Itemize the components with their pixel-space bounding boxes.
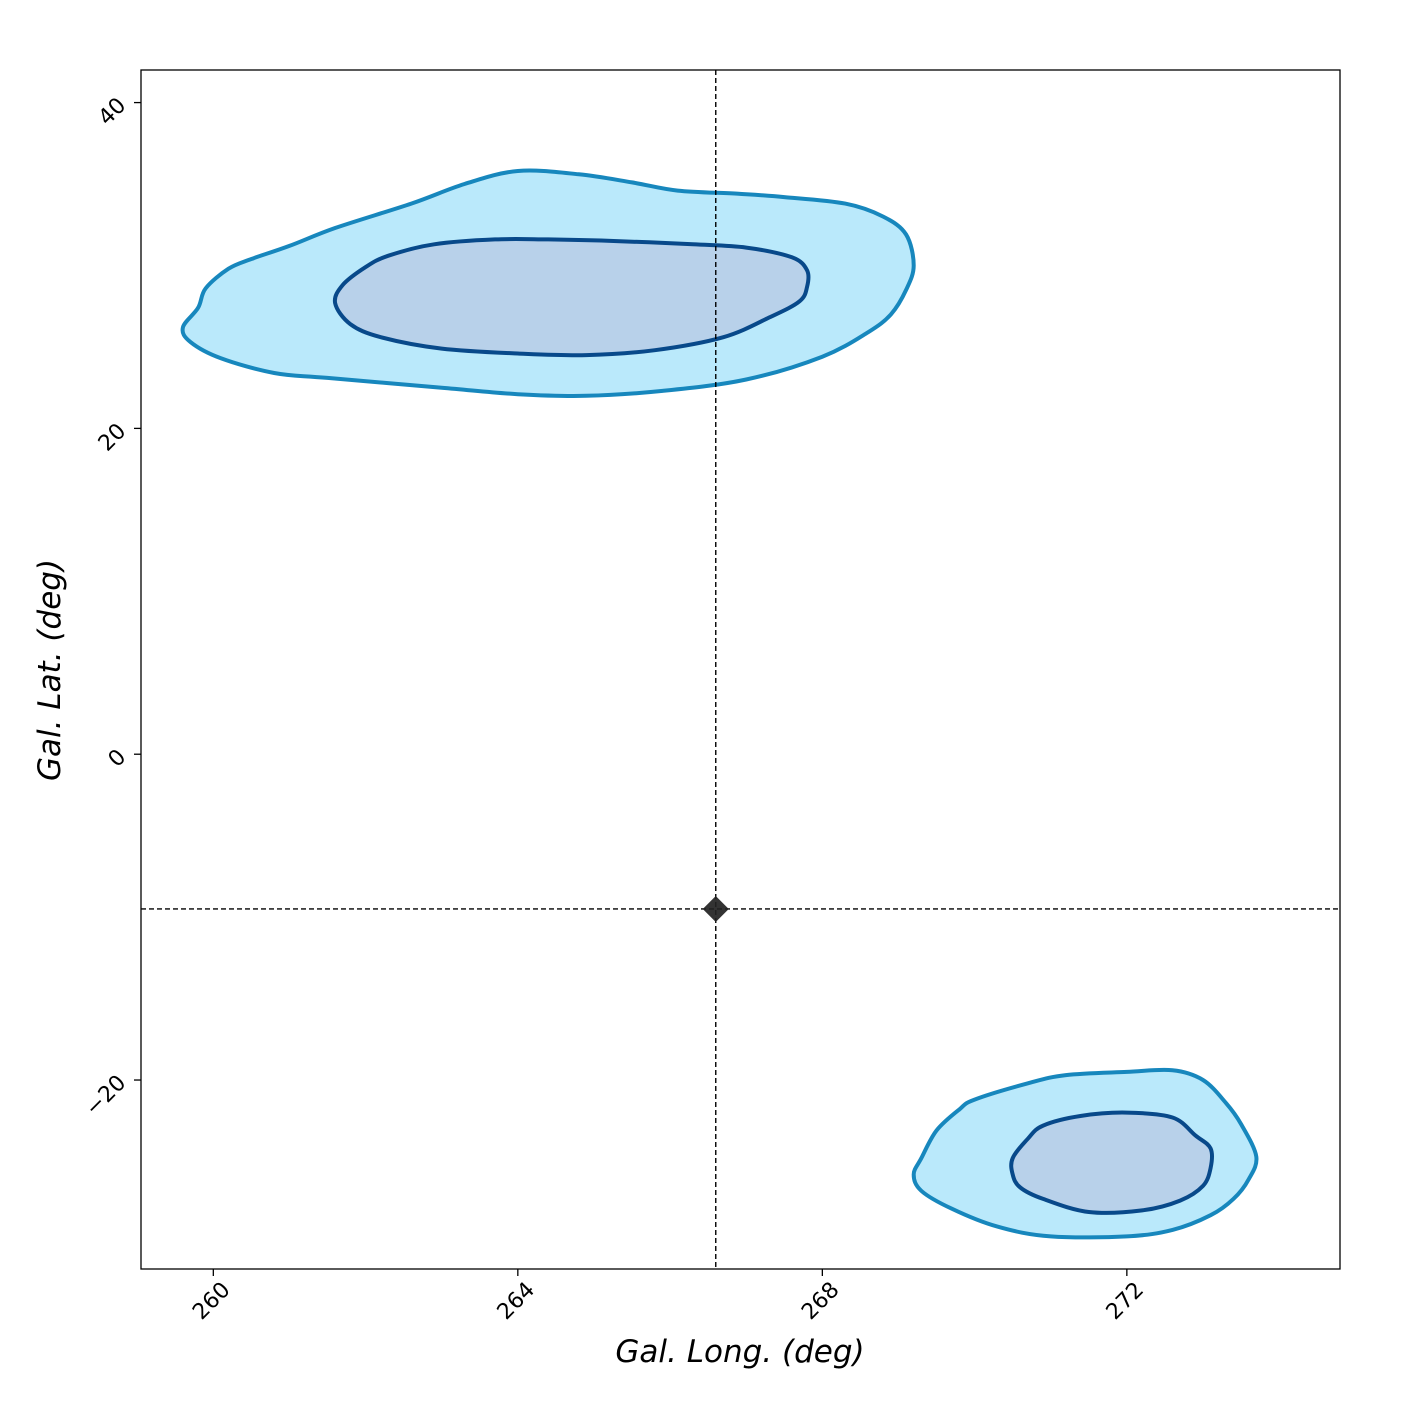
contour-regions bbox=[180, 168, 1259, 1240]
y-tick-label: −20 bbox=[81, 1071, 132, 1122]
y-tick-label: 20 bbox=[94, 419, 131, 456]
x-axis-ticks: 260 264 268 272 bbox=[188, 1269, 1149, 1325]
y-axis-ticks: −20 0 20 40 bbox=[81, 93, 141, 1121]
x-axis-label: Gal. Long. (deg) bbox=[615, 1334, 864, 1370]
reference-point-marker bbox=[702, 895, 729, 922]
inner-contour-region-1 bbox=[332, 236, 811, 358]
x-tick-label: 272 bbox=[1102, 1278, 1149, 1325]
x-tick-label: 264 bbox=[493, 1278, 540, 1325]
y-tick-label: 0 bbox=[104, 745, 132, 773]
y-tick-label: 40 bbox=[94, 93, 131, 130]
x-tick-label: 260 bbox=[188, 1278, 235, 1325]
y-axis-label: Gal. Lat. (deg) bbox=[32, 559, 68, 781]
inner-contour-region-3 bbox=[1009, 1110, 1215, 1215]
plot-frame bbox=[140, 69, 1341, 1270]
x-tick-label: 268 bbox=[797, 1278, 844, 1325]
reference-marker-layer bbox=[702, 895, 729, 922]
